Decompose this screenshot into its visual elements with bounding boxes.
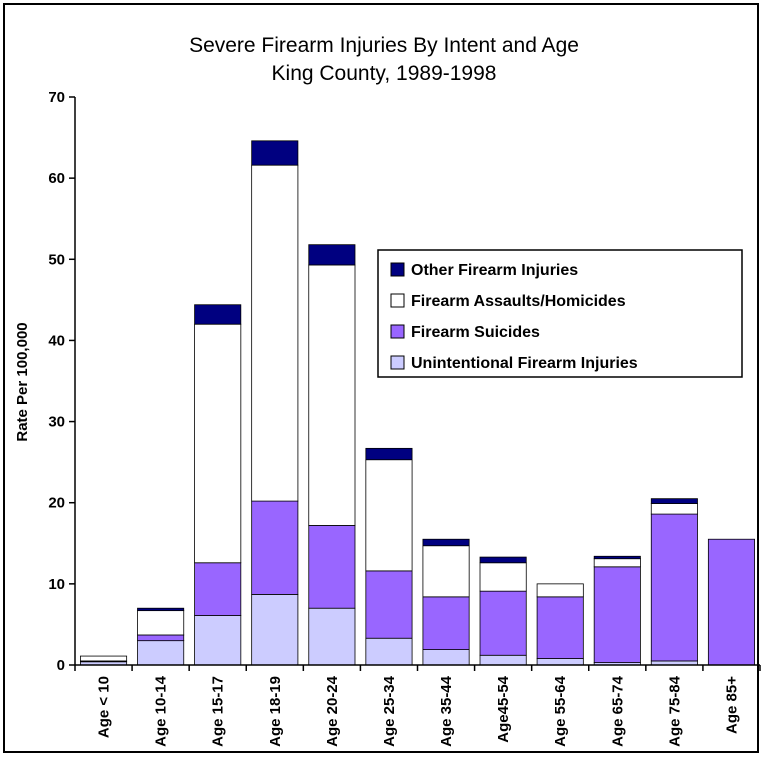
bar-segment-1-8 xyxy=(479,654,527,666)
bar-segment-1-3 xyxy=(194,615,242,666)
chart-subtitle: King County, 1989-1998 xyxy=(272,62,497,85)
legend-label-2: Firearm Suicides xyxy=(411,324,540,341)
y-tick-label-30: 30 xyxy=(48,414,65,431)
bar-segment-3-10 xyxy=(593,558,641,568)
axes-layer: 0 10 20 30 40 50 60 70 Age < 10 Age 10-14 Age 15-1… xyxy=(48,89,761,747)
bar-segment-2-3 xyxy=(194,562,242,616)
bar-segment-1-5 xyxy=(308,607,356,666)
bar-segment-1-7 xyxy=(422,649,470,666)
x-category-label-6: Age 25-34 xyxy=(381,675,398,747)
bars-layer xyxy=(80,140,755,666)
x-category-label-11: Age 75-84 xyxy=(666,675,683,747)
bar-segment-3-4 xyxy=(251,164,299,502)
bar-segment-2-6 xyxy=(365,570,413,639)
legend-label-1: Unintentional Firearm Injuries xyxy=(411,355,638,372)
bar-segment-2-5 xyxy=(308,525,356,609)
bar-segment-3-1 xyxy=(80,655,128,662)
bar-segment-3-6 xyxy=(365,459,413,572)
x-category-label-1: Age < 10 xyxy=(96,676,113,738)
bar-segment-4-3 xyxy=(194,304,242,325)
bar-segment-4-8 xyxy=(479,556,527,564)
bar-segment-1-2 xyxy=(137,640,185,666)
bar-segment-2-4 xyxy=(251,500,299,595)
bar-segment-3-9 xyxy=(536,583,584,598)
x-category-label-2: Age 10-14 xyxy=(153,675,170,747)
bar-segment-2-12 xyxy=(707,538,755,666)
legend-label-4: Other Firearm Injuries xyxy=(411,262,578,279)
bar-segment-2-10 xyxy=(593,566,641,663)
y-tick-label-20: 20 xyxy=(48,495,65,512)
legend-swatch-4 xyxy=(390,262,405,277)
x-category-label-7: Age 35-44 xyxy=(438,675,455,747)
bar-segment-3-11 xyxy=(650,503,698,515)
bar-segment-1-4 xyxy=(251,594,299,666)
bar-segment-1-9 xyxy=(536,658,584,666)
y-tick-label-0: 0 xyxy=(57,657,65,674)
bar-segment-2-8 xyxy=(479,590,527,656)
bar-segment-3-8 xyxy=(479,562,527,592)
bar-segment-1-6 xyxy=(365,637,413,666)
legend-label-3: Firearm Assaults/Homicides xyxy=(411,293,626,310)
x-category-label-8: Age45-54 xyxy=(495,675,512,742)
y-tick-label-40: 40 xyxy=(48,332,65,349)
bar-segment-4-7 xyxy=(422,538,470,547)
legend-swatch-3 xyxy=(390,293,405,308)
bar-segment-2-11 xyxy=(650,513,698,662)
y-tick-label-50: 50 xyxy=(48,251,65,268)
x-category-label-12: Age 85+ xyxy=(723,676,740,734)
x-category-label-9: Age 55-64 xyxy=(552,675,569,747)
x-category-label-4: Age 18-19 xyxy=(267,676,284,747)
bar-segment-4-4 xyxy=(251,140,299,166)
x-category-label-3: Age 15-17 xyxy=(210,676,227,747)
legend-swatch-1 xyxy=(390,355,405,370)
bar-segment-3-3 xyxy=(194,323,242,564)
bar-segment-3-2 xyxy=(137,610,185,636)
bar-segment-2-7 xyxy=(422,596,470,650)
x-category-label-5: Age 20-24 xyxy=(324,675,341,747)
y-tick-label-70: 70 xyxy=(48,89,65,106)
legend: Other Firearm Injuries Firearm Assaults/H… xyxy=(377,249,743,378)
y-tick-label-60: 60 xyxy=(48,170,65,187)
x-category-label-10: Age 65-74 xyxy=(609,675,626,747)
bar-segment-4-11 xyxy=(650,498,698,504)
bar-segment-4-2 xyxy=(137,607,185,612)
bar-segment-3-7 xyxy=(422,545,470,598)
bar-segment-4-10 xyxy=(593,555,641,560)
chart-title: Severe Firearm Injuries By Intent and Ag… xyxy=(189,34,579,57)
y-axis-label: Rate Per 100,000 xyxy=(14,322,31,441)
bar-segment-2-2 xyxy=(137,634,185,642)
y-tick-label-10: 10 xyxy=(48,576,65,593)
bar-segment-4-6 xyxy=(365,447,413,461)
legend-swatch-2 xyxy=(390,324,405,339)
legend-box xyxy=(377,249,743,378)
bar-segment-3-5 xyxy=(308,264,356,526)
bar-segment-2-9 xyxy=(536,596,584,659)
bar-segment-4-5 xyxy=(308,244,356,266)
